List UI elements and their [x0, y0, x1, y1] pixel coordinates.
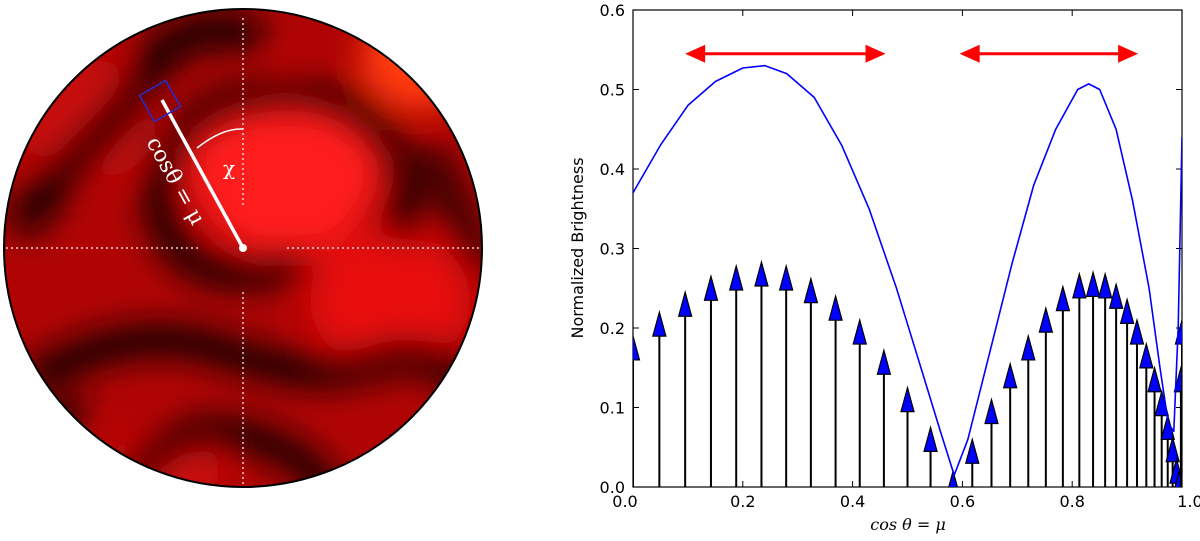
y-tick-label: 0.1	[600, 399, 625, 418]
stem-arrowhead	[852, 317, 868, 345]
stem-arrowhead	[1038, 305, 1054, 333]
stem-arrowhead	[1055, 284, 1071, 312]
stem-arrowhead	[728, 263, 744, 291]
radius-line	[160, 99, 245, 249]
y-tick-label: 0.3	[600, 240, 625, 259]
x-tick-label: 0.0	[612, 492, 637, 511]
stem-arrowhead	[1108, 281, 1124, 309]
stem-arrowhead	[1002, 361, 1018, 389]
stem-arrowhead	[900, 385, 915, 413]
brightness-curve	[633, 64, 1182, 476]
stellar-disk-image: χ cosθ = μ	[3, 8, 483, 488]
x-tick-label: 1.0	[1177, 492, 1200, 511]
range-arrowhead-left	[959, 44, 980, 63]
stem-arrowhead	[828, 293, 843, 321]
stem-series	[633, 259, 1182, 487]
range-annotations	[685, 44, 1139, 63]
x-tick-label: 0.6	[950, 492, 975, 511]
disk-limb	[3, 8, 483, 488]
disk-center-dot	[239, 244, 247, 252]
x-tick-label: 0.4	[840, 492, 865, 511]
y-tick-label: 0.6	[600, 1, 625, 20]
x-axis-label: cos θ = μ	[870, 515, 946, 534]
stem-arrowhead	[1119, 297, 1135, 324]
x-axis-ticks: 0.0 0.2 0.4 0.6 0.8 1.0	[612, 10, 1200, 511]
stem-arrowhead	[778, 263, 794, 291]
x-tick-label: 0.2	[730, 492, 755, 511]
stem-arrowhead	[803, 276, 819, 304]
stem-arrowhead	[876, 347, 892, 375]
y-tick-label: 0.0	[600, 478, 625, 497]
stem-arrowhead	[754, 259, 769, 287]
stem-arrowhead	[1085, 270, 1101, 297]
stem-arrowhead	[984, 397, 999, 425]
y-tick-label: 0.5	[600, 81, 625, 100]
stem-arrowhead	[652, 309, 667, 337]
stem-arrowhead	[1139, 341, 1154, 369]
stem-arrowhead	[633, 333, 641, 361]
y-axis-label: Normalized Brightness	[568, 157, 587, 338]
stem-arrowhead	[948, 468, 958, 487]
range-arrowhead-left	[685, 44, 706, 63]
x-tick-label: 0.8	[1059, 492, 1084, 511]
chi-arc	[196, 128, 244, 149]
range-arrowhead-right	[865, 44, 886, 63]
stem-arrowhead	[1097, 271, 1113, 299]
stem-arrowhead	[964, 437, 980, 464]
stem-arrowhead	[923, 425, 938, 452]
stem-arrowhead	[1020, 333, 1036, 361]
stem-arrowhead	[677, 289, 693, 317]
y-tick-label: 0.2	[600, 319, 625, 338]
stem-arrowhead	[703, 274, 719, 301]
brightness-plot: 0.0 0.1 0.2 0.3 0.4 0.5 0.6 0.0 0.2 0.4 0.6 0.8 1.0…	[568, 1, 1200, 534]
y-tick-label: 0.4	[600, 160, 625, 179]
stem-arrowhead	[1072, 271, 1087, 299]
stem-arrowhead	[1129, 317, 1145, 345]
guide-lines	[6, 18, 480, 487]
range-arrowhead-right	[1118, 44, 1139, 63]
stem-arrowhead	[1165, 435, 1180, 463]
surface-element-box	[138, 79, 182, 123]
chi-label: χ	[223, 156, 235, 180]
stem-arrowhead	[1147, 365, 1162, 393]
curve-series	[633, 64, 1182, 476]
